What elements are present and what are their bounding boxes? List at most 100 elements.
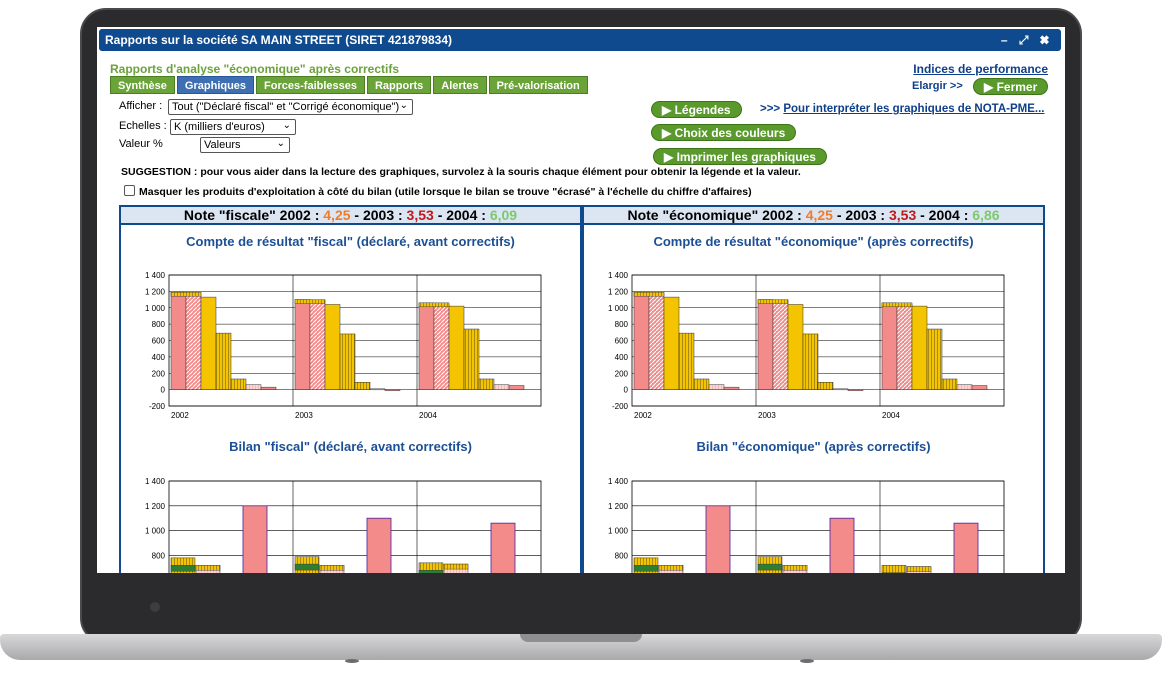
category-label: 2004 bbox=[882, 411, 900, 420]
fermer-button[interactable]: ▶ Fermer bbox=[973, 78, 1049, 95]
category-label: 2002 bbox=[634, 411, 652, 420]
tick-label: 1 400 bbox=[608, 477, 629, 486]
masquer-checkbox[interactable] bbox=[124, 185, 135, 196]
category-label: 2003 bbox=[758, 411, 776, 420]
laptop-foot bbox=[345, 659, 359, 663]
stack-segment bbox=[443, 563, 469, 570]
bar bbox=[663, 296, 680, 390]
laptop-chin bbox=[97, 573, 1065, 628]
plot-frame bbox=[168, 274, 542, 407]
laptop-notch bbox=[520, 634, 642, 642]
tick-label: 0 bbox=[624, 386, 629, 395]
legendes-button[interactable]: ▶ Légendes bbox=[651, 101, 742, 118]
bar bbox=[493, 384, 510, 390]
choix-couleurs-button[interactable]: ▶ Choix des couleurs bbox=[651, 124, 797, 141]
tab-rapports[interactable]: Rapports bbox=[366, 76, 432, 94]
bar bbox=[185, 292, 202, 390]
cr-fiscal-chart[interactable]: 1 400 1 200 1 000 800 600 400 200 0 -200 2002 2003… bbox=[141, 271, 551, 423]
tab-forces-faiblesses[interactable]: Forces-faiblesses bbox=[256, 76, 365, 94]
cr-economique-chart[interactable]: 1 400 1 200 1 000 800 600 400 200 0 -200 2002 2003… bbox=[604, 271, 1014, 423]
valeur-select[interactable]: Valeurs ⌄ bbox=[200, 137, 290, 153]
window-title: Rapports sur la société SA MAIN STREET (… bbox=[105, 33, 452, 47]
chart-title: Bilan "fiscal" (déclaré, avant correctif… bbox=[229, 439, 472, 454]
bar bbox=[896, 303, 913, 390]
bar bbox=[757, 299, 774, 390]
valeur-value: Valeurs bbox=[204, 139, 241, 151]
stack-segment bbox=[757, 563, 783, 571]
tick-label: 800 bbox=[615, 551, 629, 560]
bar bbox=[508, 385, 525, 390]
bar bbox=[802, 333, 819, 390]
category-label: 2004 bbox=[419, 411, 437, 420]
chart-title: Compte de résultat "fiscal" (déclaré, av… bbox=[186, 234, 515, 249]
bar-top-segment bbox=[418, 302, 450, 308]
tab-bar: Synthèse Graphiques Forces-faiblesses Ra… bbox=[110, 76, 588, 94]
echelles-label: Echelles : bbox=[119, 120, 167, 132]
note-sep: - 2004 : bbox=[437, 207, 486, 223]
chart-title: Compte de résultat "économique" (après c… bbox=[653, 234, 974, 249]
stack-segment bbox=[658, 565, 684, 571]
indices-performance-link[interactable]: Indices de performance bbox=[913, 62, 1048, 76]
tick-label: 1 000 bbox=[145, 304, 166, 313]
tick-label: 800 bbox=[615, 320, 629, 329]
stack-segment bbox=[782, 565, 808, 571]
note-sep: - 2003 : bbox=[836, 207, 886, 223]
interpret-graphs-link[interactable]: Pour interpréter les graphiques de NOTA-… bbox=[783, 103, 1045, 115]
tick-label: 1 200 bbox=[145, 502, 166, 511]
bar bbox=[693, 378, 710, 390]
window-titlebar: Rapports sur la société SA MAIN STREET (… bbox=[99, 29, 1061, 51]
stack-segment bbox=[195, 565, 221, 571]
stack-segment bbox=[294, 563, 320, 571]
tab-alertes[interactable]: Alertes bbox=[433, 76, 487, 94]
elargir-link[interactable]: Elargir >> bbox=[912, 80, 963, 92]
tick-label: 1 000 bbox=[608, 527, 629, 536]
bar bbox=[294, 299, 311, 390]
bar bbox=[170, 291, 187, 390]
tick-label: 1 200 bbox=[608, 287, 629, 296]
tab-graphiques[interactable]: Graphiques bbox=[176, 76, 255, 94]
stack-segment bbox=[906, 566, 932, 572]
bar bbox=[339, 333, 356, 390]
produits-bar bbox=[490, 522, 516, 573]
bar bbox=[956, 384, 973, 390]
stack-segment bbox=[633, 565, 659, 572]
bar bbox=[324, 304, 341, 390]
bar bbox=[433, 303, 450, 390]
tick-label: 1 400 bbox=[145, 271, 166, 280]
window-controls[interactable]: – ⤢ ✖ bbox=[1000, 33, 1053, 47]
note-2003: 3,53 bbox=[888, 207, 917, 223]
tick-label: 400 bbox=[152, 353, 166, 362]
bar bbox=[941, 378, 958, 390]
tick-label: 200 bbox=[615, 369, 629, 378]
category-label: 2002 bbox=[171, 411, 189, 420]
bar bbox=[448, 305, 465, 390]
app-window: Rapports sur la société SA MAIN STREET (… bbox=[97, 27, 1065, 573]
bar bbox=[200, 296, 217, 390]
note-2002: 4,25 bbox=[805, 207, 833, 223]
stack-segment bbox=[170, 565, 196, 572]
interpret-link-row: >>> Pour interpréter les graphiques de N… bbox=[760, 103, 1044, 115]
note-sep: - 2003 : bbox=[354, 207, 403, 223]
stack-bar bbox=[881, 565, 907, 573]
chevron-down-icon: ⌄ bbox=[276, 138, 285, 149]
report-subtitle: Rapports d'analyse "économique" après co… bbox=[110, 62, 399, 76]
imprimer-button[interactable]: ▶ Imprimer les graphiques bbox=[653, 148, 827, 165]
bar bbox=[817, 382, 834, 390]
masquer-checkbox-row[interactable]: Masquer les produits d'exploitation à cô… bbox=[124, 185, 752, 198]
tick-label: 400 bbox=[615, 353, 629, 362]
bar-top-segment bbox=[170, 291, 202, 297]
bar bbox=[418, 302, 435, 390]
bar bbox=[369, 388, 386, 391]
echelles-value: K (milliers d'euros) bbox=[174, 121, 265, 133]
note-fiscale-header: Note "fiscale" 2002 : 4,25 - 2003 : 3,53… bbox=[119, 205, 582, 225]
tab-pre-valorisation[interactable]: Pré-valorisation bbox=[488, 76, 588, 94]
tick-label: 200 bbox=[152, 369, 166, 378]
tab-synthese[interactable]: Synthèse bbox=[110, 76, 175, 94]
stack-segment bbox=[418, 570, 444, 573]
echelles-select[interactable]: K (milliers d'euros) ⌄ bbox=[170, 119, 296, 135]
afficher-select[interactable]: Tout ("Déclaré fiscal" et "Corrigé écono… bbox=[168, 99, 413, 115]
tick-label: -200 bbox=[149, 402, 166, 411]
